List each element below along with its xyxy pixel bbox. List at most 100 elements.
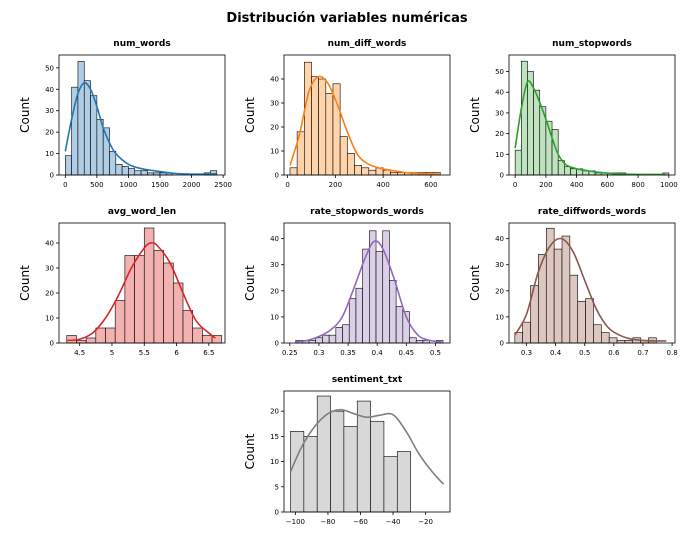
y-tick-label: 40 bbox=[45, 86, 54, 94]
histogram-bar bbox=[382, 169, 391, 176]
histogram-bar bbox=[65, 155, 72, 176]
histogram-bar bbox=[368, 169, 377, 176]
histogram-bar bbox=[514, 149, 522, 176]
y-tick-label: 0 bbox=[500, 172, 504, 180]
subplot-title: rate_stopwords_words bbox=[310, 207, 424, 217]
histogram-bar bbox=[553, 248, 563, 344]
subplot-num_stopwords: 0 200 400 600 800 1000 0 10 20 30 40 50 Count num_sto… bbox=[468, 39, 678, 189]
kde-curve bbox=[289, 75, 441, 175]
histogram-bar bbox=[325, 93, 334, 176]
x-tick-label: 1000 bbox=[660, 181, 678, 189]
figure-title: Distribución variables numéricas bbox=[226, 11, 467, 26]
histogram-bar bbox=[109, 151, 117, 176]
histogram-bar bbox=[564, 166, 571, 176]
axes-frame bbox=[58, 54, 226, 176]
kde-curve bbox=[514, 237, 667, 342]
x-tick-label: 0.35 bbox=[340, 349, 356, 357]
histogram-bar bbox=[134, 255, 145, 344]
y-axis-label: Count bbox=[243, 265, 257, 301]
histogram-bar bbox=[383, 456, 398, 513]
histogram-bar bbox=[153, 250, 164, 344]
subplot-title: rate_diffwords_words bbox=[538, 207, 646, 217]
subplot-rate_stopwords_words: 0.25 0.3 0.35 0.4 0.45 0.5 0 10 20 30 40 Count rate_… bbox=[243, 207, 451, 357]
histogram-bar bbox=[134, 170, 142, 176]
histogram-bar bbox=[342, 324, 350, 344]
x-tick-label: 6 bbox=[174, 349, 179, 357]
x-tick-label: 0.4 bbox=[550, 349, 562, 357]
x-tick-label: 1000 bbox=[120, 181, 138, 189]
y-tick-label: 10 bbox=[45, 150, 54, 158]
y-tick-label: 30 bbox=[495, 109, 504, 117]
subplot-sentiment_txt: −100 −80 −60 −40 −20 0 5 10 15 20 Count sentiment_t… bbox=[243, 375, 451, 526]
histogram-bar bbox=[533, 89, 541, 176]
histogram-bar bbox=[409, 337, 417, 344]
y-tick-label: 20 bbox=[495, 130, 504, 138]
histogram-bar bbox=[105, 327, 116, 344]
histogram-bar bbox=[77, 61, 85, 176]
histogram-bar bbox=[330, 410, 345, 513]
subplot-title: num_diff_words bbox=[328, 39, 407, 49]
x-tick-label: 600 bbox=[601, 181, 614, 189]
histogram-bar bbox=[346, 153, 355, 176]
y-tick-label: 50 bbox=[495, 68, 504, 76]
x-tick-label: 0.7 bbox=[637, 349, 648, 357]
histogram-bars bbox=[295, 230, 444, 344]
y-tick-label: 5 bbox=[275, 483, 279, 491]
histogram-bar bbox=[522, 321, 531, 344]
y-tick-label: 0 bbox=[50, 340, 54, 348]
histogram-bar bbox=[318, 78, 327, 176]
y-tick-label: 10 bbox=[270, 313, 279, 321]
histogram-bars bbox=[289, 61, 441, 176]
axes-frame bbox=[283, 54, 451, 176]
histogram-bar bbox=[315, 337, 323, 344]
x-tick-label: 0 bbox=[513, 181, 517, 189]
y-tick-label: 20 bbox=[270, 408, 279, 416]
histogram-bar bbox=[95, 327, 106, 344]
y-tick-label: 10 bbox=[495, 151, 504, 159]
y-axis-label: Count bbox=[243, 97, 257, 133]
histogram-bar bbox=[608, 337, 618, 344]
histogram-bar bbox=[561, 235, 571, 344]
x-tick-label: 0.6 bbox=[608, 349, 620, 357]
histogram-bars bbox=[65, 61, 218, 176]
x-tick-label: 6.5 bbox=[203, 349, 214, 357]
histogram-bar bbox=[304, 61, 312, 176]
y-axis-label: Count bbox=[468, 265, 482, 301]
x-tick-label: 0.5 bbox=[579, 349, 590, 357]
y-axis-label: Count bbox=[468, 97, 482, 133]
y-tick-label: 20 bbox=[45, 129, 54, 137]
x-tick-label: 0.5 bbox=[430, 349, 441, 357]
y-tick-label: 0 bbox=[500, 340, 504, 348]
histogram-bar bbox=[140, 170, 148, 176]
y-tick-label: 30 bbox=[45, 107, 54, 115]
x-tick-label: 0.8 bbox=[667, 349, 678, 357]
x-tick-label: 5 bbox=[110, 349, 114, 357]
kde-curve bbox=[295, 240, 442, 343]
x-tick-label: −40 bbox=[386, 518, 401, 526]
histogram-bar bbox=[289, 167, 298, 176]
kde-curve bbox=[64, 81, 217, 175]
histogram-bar bbox=[348, 298, 357, 344]
y-tick-label: 0 bbox=[275, 509, 279, 517]
x-tick-label: 400 bbox=[570, 181, 583, 189]
y-tick-label: 30 bbox=[495, 261, 504, 269]
histogram-bars bbox=[66, 227, 223, 344]
y-tick-label: 0 bbox=[275, 172, 279, 180]
axes-frame bbox=[283, 390, 451, 513]
histogram-bar bbox=[173, 282, 184, 344]
histogram-bar bbox=[361, 167, 370, 176]
y-tick-label: 0 bbox=[50, 172, 54, 180]
y-tick-label: 30 bbox=[45, 265, 54, 273]
histogram-bar bbox=[389, 280, 397, 344]
subplot-title: num_words bbox=[113, 39, 170, 49]
y-axis-label: Count bbox=[243, 433, 257, 469]
x-tick-label: 0.4 bbox=[372, 349, 384, 357]
y-tick-label: 50 bbox=[45, 64, 54, 72]
histogram-bar bbox=[83, 80, 91, 176]
y-tick-label: 20 bbox=[45, 290, 54, 298]
histogram-bar bbox=[354, 165, 362, 176]
histogram-bar bbox=[290, 431, 305, 513]
subplot-title: sentiment_txt bbox=[332, 375, 403, 385]
y-tick-label: 10 bbox=[495, 313, 504, 321]
